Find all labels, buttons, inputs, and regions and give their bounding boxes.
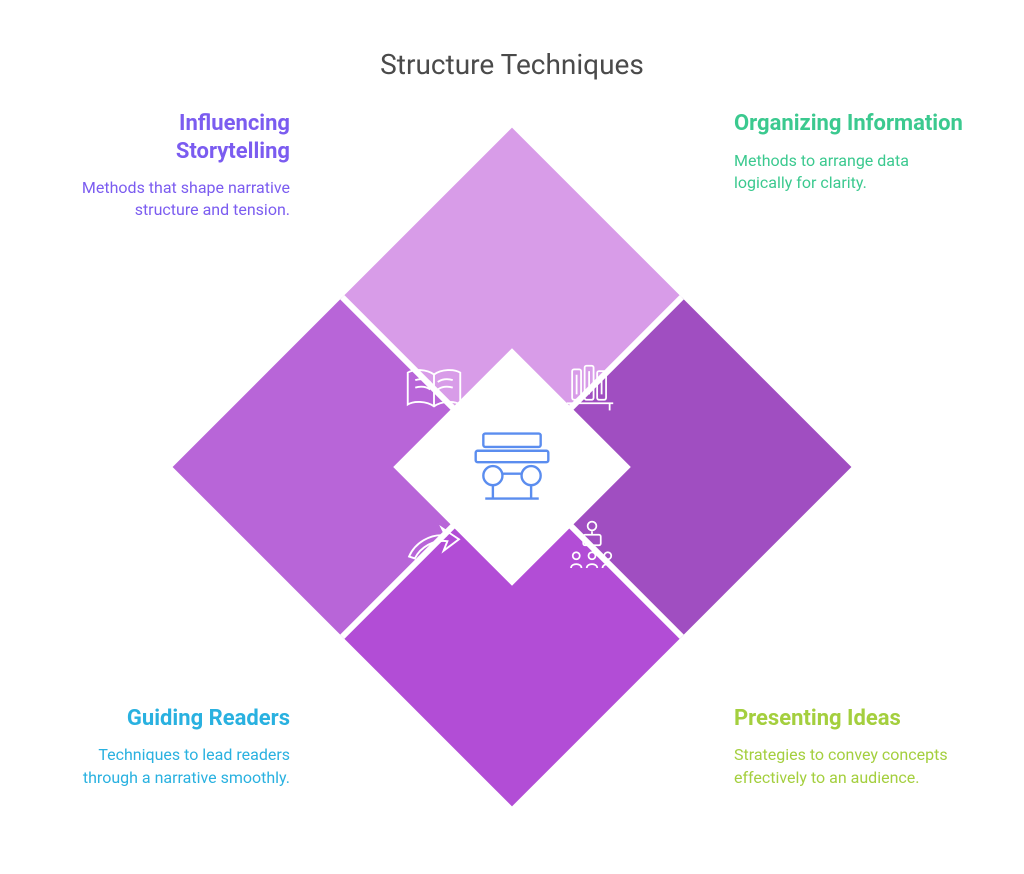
label-presenting: Presenting Ideas Strategies to convey co… (734, 705, 964, 789)
bookshelf-icon (558, 357, 622, 421)
column-capital-icon (462, 417, 562, 517)
arrow-icon (402, 513, 466, 577)
label-desc: Strategies to convey concepts effectivel… (734, 744, 964, 789)
label-desc: Techniques to lead readers through a nar… (60, 744, 290, 789)
page-title: Structure Techniques (0, 48, 1024, 81)
label-influencing: Influencing Storytelling Methods that sh… (60, 110, 290, 222)
label-title: Influencing Storytelling (60, 110, 290, 165)
presenter-icon (560, 515, 624, 579)
label-organizing: Organizing Information Methods to arrang… (734, 110, 964, 194)
book-icon (402, 357, 466, 421)
label-title: Guiding Readers (60, 705, 290, 733)
label-guiding: Guiding Readers Techniques to lead reade… (60, 705, 290, 789)
label-title: Presenting Ideas (734, 705, 964, 733)
label-desc: Methods to arrange data logically for cl… (734, 150, 964, 195)
label-title: Organizing Information (734, 110, 964, 138)
label-desc: Methods that shape narrative structure a… (60, 177, 290, 222)
